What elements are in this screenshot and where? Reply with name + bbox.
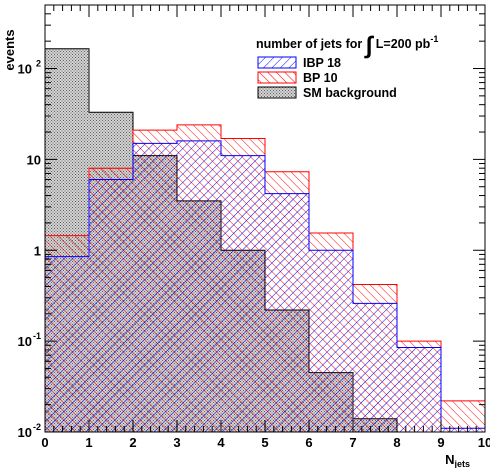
x-tick-label: 1 (85, 435, 92, 450)
x-tick-label: 10 (478, 435, 490, 450)
x-axis-title: Njets (445, 452, 470, 468)
series-ibp-18 (45, 140, 485, 432)
x-tick-label: 6 (305, 435, 312, 450)
histogram-bars (45, 48, 485, 432)
y-tick-labels: 10-2 10-1 1 10 10 2 (18, 59, 41, 440)
y-tick-label: 1 (34, 243, 41, 258)
y-axis-title: events (2, 29, 17, 70)
bar-ibp-18-bin-1 (89, 179, 133, 432)
bar-ibp-18-bin-2 (133, 143, 177, 432)
x-tick-label: 4 (217, 435, 225, 450)
bar-bp-10-bin-9 (441, 400, 485, 432)
legend: number of jets for ∫ L=200 pb-1 IBP 18BP… (256, 32, 438, 100)
y-tick-label: 10 (27, 152, 41, 167)
bar-ibp-18-bin-3 (177, 140, 221, 432)
y-tick-label: 10-1 (18, 331, 41, 349)
x-tick-label: 3 (173, 435, 180, 450)
x-tick-label: 5 (261, 435, 268, 450)
bar-ibp-18-bin-9 (441, 428, 485, 432)
y-tick-label: 10 2 (18, 59, 41, 77)
bar-ibp-18-bin-5 (265, 193, 309, 432)
bar-ibp-18-bin-6 (309, 250, 353, 432)
x-tick-label: 9 (437, 435, 444, 450)
legend-title: number of jets for ∫ L=200 pb-1 (256, 32, 438, 59)
legend-swatch-ibp-18 (257, 56, 297, 69)
x-tick-label: 0 (41, 435, 48, 450)
bar-ibp-18-bin-7 (353, 303, 397, 432)
bar-ibp-18-bin-8 (397, 347, 441, 432)
axis-ticks (44, 4, 486, 433)
x-tick-label: 8 (393, 435, 400, 450)
legend-swatch-sm-background (257, 86, 297, 99)
legend-label-ibp-18: IBP 18 (303, 56, 341, 70)
bar-ibp-18-bin-4 (221, 155, 265, 432)
legend-label-sm-background: SM background (303, 86, 397, 100)
bar-ibp-18-bin-0 (45, 256, 89, 432)
y-tick-label: 10-2 (18, 422, 41, 440)
legend-swatch-bp-10 (257, 71, 297, 84)
x-tick-label: 2 (129, 435, 136, 450)
legend-label-bp-10: BP 10 (303, 71, 338, 85)
x-tick-label: 7 (349, 435, 356, 450)
x-tick-labels: 0 1 2 3 4 5 6 7 8 9 10 (41, 435, 490, 450)
outline-ibp-18 (45, 140, 485, 432)
